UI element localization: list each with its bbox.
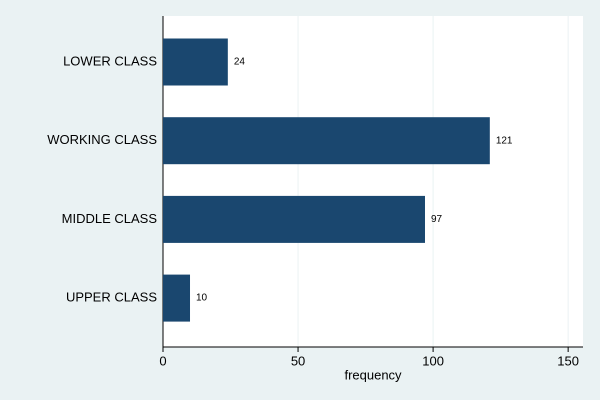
x-tick-label: 150 <box>557 353 579 368</box>
x-axis-label: frequency <box>344 367 402 382</box>
x-tick-label: 0 <box>159 353 166 368</box>
value-label: 10 <box>196 293 208 304</box>
value-label: 97 <box>431 214 443 225</box>
y-tick-label: WORKING CLASS <box>47 132 157 147</box>
bar <box>163 38 228 86</box>
bar <box>163 195 425 243</box>
value-label: 121 <box>496 135 513 146</box>
plot-area <box>163 16 583 347</box>
y-tick-label: UPPER CLASS <box>66 290 157 305</box>
bar <box>163 274 191 322</box>
value-label: 24 <box>234 57 246 68</box>
bar <box>163 117 490 165</box>
x-tick-label: 50 <box>291 353 305 368</box>
x-tick-label: 100 <box>422 353 444 368</box>
y-tick-label: MIDDLE CLASS <box>62 211 158 226</box>
y-tick-label: LOWER CLASS <box>63 53 157 68</box>
